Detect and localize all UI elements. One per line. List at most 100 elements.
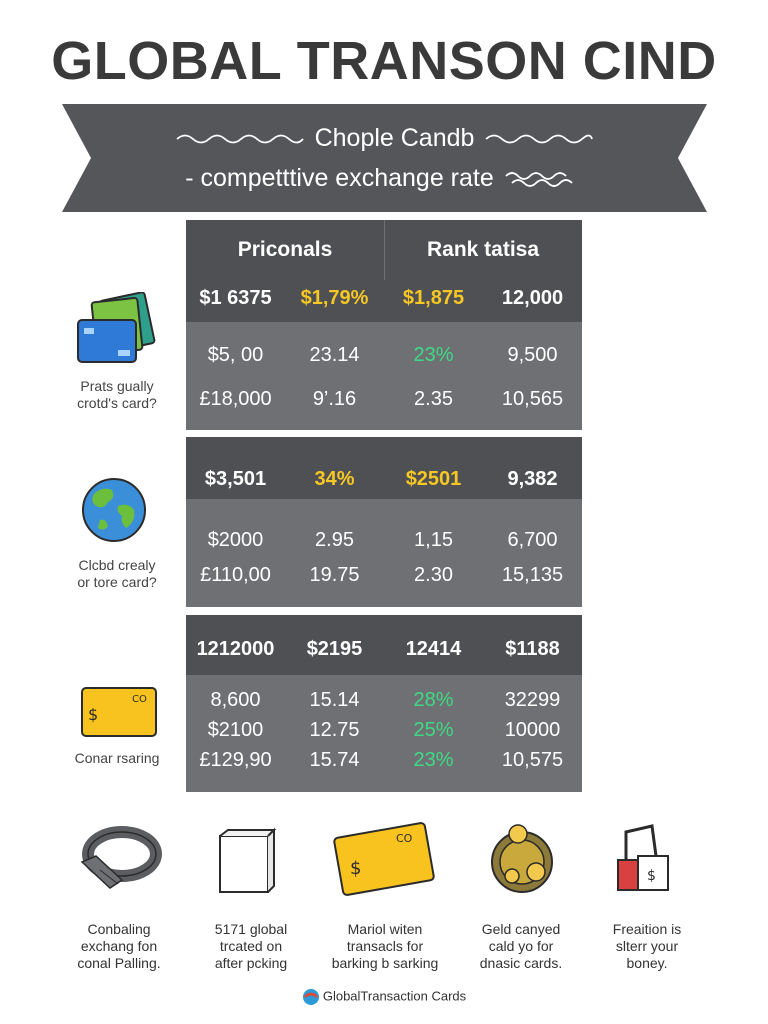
svg-text:$: $ bbox=[647, 868, 656, 884]
side-label-cards: Prats gually crotd's card? bbox=[42, 378, 192, 412]
table-row: 8,600 15.14 28% 32299 bbox=[186, 682, 582, 718]
table-row: $1 6375 $1,79% $1,875 12,000 bbox=[186, 280, 582, 316]
cell: 15,135 bbox=[501, 564, 564, 586]
bottom-label-line: trcated on bbox=[219, 938, 283, 954]
cell: 12414 bbox=[405, 638, 462, 660]
table-row: $2000 2.95 1,15 6,700 bbox=[186, 522, 582, 558]
cell: $2195 bbox=[306, 638, 363, 660]
subtitle-banner: Chople Candb - competttive exchange rate bbox=[62, 104, 707, 212]
cell: 23% bbox=[413, 344, 454, 366]
bottom-label-line: Conbaling bbox=[87, 921, 151, 937]
cell: 32299 bbox=[504, 689, 561, 711]
squiggle-small-icon bbox=[505, 172, 573, 188]
bottom-label-line: Mariol witen bbox=[347, 921, 423, 937]
footer-brand-name: GlobalTransaction Cards bbox=[322, 988, 467, 1004]
cell: 23.14 bbox=[309, 344, 360, 366]
cell: 9,500 bbox=[507, 344, 558, 366]
cell: 25% bbox=[413, 719, 454, 741]
rates-table-2: $3,501 34% $2501 9,382 $2000 2.95 1,15 6… bbox=[186, 437, 582, 607]
cell: $3,501 bbox=[204, 468, 267, 490]
side-label-card-yellow: Conar rsaring bbox=[42, 750, 192, 767]
cell: £18,000 bbox=[199, 388, 272, 410]
side-label-line: crotd's card? bbox=[77, 395, 157, 411]
yellow-card-icon: $ CO bbox=[81, 687, 157, 737]
credit-cards-icon bbox=[77, 292, 156, 363]
bottom-label: Conbaling exchang fon conal Palling. bbox=[54, 921, 184, 972]
table-row: $3,501 34% $2501 9,382 bbox=[186, 461, 582, 497]
cell: 1212000 bbox=[196, 638, 275, 660]
table-row: £129,90 15.74 23% 10,575 bbox=[186, 742, 582, 778]
page-title: GLOBAL TRANSON CIND bbox=[51, 31, 717, 91]
footer-brand: GlobalTransaction Cards bbox=[0, 988, 768, 1006]
banner-line-1: Chople Candb bbox=[62, 124, 707, 153]
bottom-label: Freaition is slterr your boney. bbox=[582, 921, 712, 972]
table-header-row: Priconals Rank tatisa bbox=[186, 232, 582, 268]
side-label-line: or tore card? bbox=[77, 574, 157, 590]
rates-table-3: 1212000 $2195 12414 $1188 8,600 15.14 28… bbox=[186, 615, 582, 792]
bottom-label-line: Geld canyed bbox=[481, 921, 561, 937]
bottom-label-line: 5171 global bbox=[214, 921, 288, 937]
cell: $1,79% bbox=[300, 287, 369, 309]
brand-logo-icon bbox=[302, 989, 319, 1005]
cell: 6,700 bbox=[507, 529, 558, 551]
cell: $2100 bbox=[207, 719, 264, 741]
bottom-label-line: boney. bbox=[626, 955, 668, 971]
squiggle-left-icon bbox=[175, 134, 304, 144]
bottom-label-line: barking b sarking bbox=[331, 955, 439, 971]
cell: 10000 bbox=[504, 719, 561, 741]
header-left: Priconals bbox=[237, 238, 333, 261]
side-label-globe: Clcbd crealy or tore card? bbox=[42, 557, 192, 591]
cell: 12,000 bbox=[501, 287, 564, 309]
bottom-label-line: conal Palling. bbox=[77, 955, 161, 971]
cell: 9,382 bbox=[507, 468, 558, 490]
side-label-line: Prats gually bbox=[80, 378, 154, 394]
table-row: $5, 00 23.14 23% 9,500 bbox=[186, 337, 582, 373]
cell: $2501 bbox=[405, 468, 462, 490]
bottom-label-line: dnasic cards. bbox=[479, 955, 563, 971]
package-box-icon bbox=[219, 827, 277, 893]
table-2-header bbox=[186, 437, 582, 499]
cell: 2.95 bbox=[315, 529, 354, 551]
tilted-card-icon: $ CO bbox=[333, 822, 435, 896]
side-label-line: Conar rsaring bbox=[74, 750, 160, 766]
bottom-label-line: exchang fon bbox=[80, 938, 158, 954]
table-row: 1212000 $2195 12414 $1188 bbox=[186, 631, 582, 667]
squiggle-right-icon bbox=[485, 134, 594, 144]
cell: $1,875 bbox=[402, 287, 465, 309]
svg-text:$: $ bbox=[350, 858, 361, 879]
cell: 10,565 bbox=[501, 388, 564, 410]
cell: $5, 00 bbox=[207, 344, 264, 366]
side-label-line: Clcbd crealy bbox=[78, 557, 156, 573]
shopping-bags-icon: $ bbox=[617, 824, 669, 891]
bottom-label-line: after pcking bbox=[214, 955, 288, 971]
cell: 12.75 bbox=[309, 719, 360, 741]
rates-table-1: Priconals Rank tatisa $1 6375 $1,79% $1,… bbox=[186, 220, 582, 430]
cell: £129,90 bbox=[199, 749, 272, 771]
cell: 1,15 bbox=[414, 529, 453, 551]
bottom-label-line: cald yo for bbox=[488, 938, 554, 954]
cell: 15.14 bbox=[309, 689, 360, 711]
cell: 2.35 bbox=[414, 388, 453, 410]
bottom-label: Geld canyed cald yo for dnasic cards. bbox=[456, 921, 586, 972]
banner-line-2: - competttive exchange rate bbox=[62, 164, 707, 193]
bottom-label: 5171 global trcated on after pcking bbox=[186, 921, 316, 972]
bottom-label-line: transacls for bbox=[346, 938, 424, 954]
bottom-label-line: Freaition is bbox=[612, 921, 682, 937]
table-row: $2100 12.75 25% 10000 bbox=[186, 712, 582, 748]
table-3-header bbox=[186, 615, 582, 675]
cell: 19.75 bbox=[309, 564, 360, 586]
cell: 15.74 bbox=[309, 749, 360, 771]
svg-text:CO: CO bbox=[132, 694, 147, 705]
bottom-label-line: slterr your bbox=[615, 938, 679, 954]
cell: 2.30 bbox=[414, 564, 453, 586]
cell: 28% bbox=[413, 689, 454, 711]
header-right: Rank tatisa bbox=[426, 238, 540, 261]
cell: 34% bbox=[314, 468, 355, 490]
globe-icon bbox=[82, 478, 146, 542]
bottom-label: Mariol witen transacls for barking b sar… bbox=[320, 921, 450, 972]
ring-belt-icon bbox=[80, 826, 162, 889]
table-1-header bbox=[186, 220, 582, 322]
table-row: £110,00 19.75 2.30 15,135 bbox=[186, 557, 582, 593]
cell: 10,575 bbox=[501, 749, 564, 771]
cell: $1188 bbox=[505, 638, 560, 660]
